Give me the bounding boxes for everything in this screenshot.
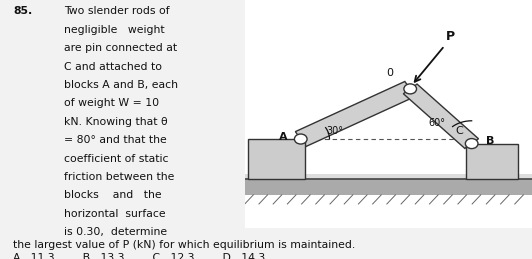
Bar (466, 143, 518, 179)
Circle shape (466, 139, 478, 149)
Polygon shape (403, 84, 478, 148)
Text: blocks    and   the: blocks and the (64, 190, 162, 200)
Text: the largest value of P (kN) for which equilibrium is maintained.: the largest value of P (kN) for which eq… (13, 240, 355, 250)
Text: of weight W = 10: of weight W = 10 (64, 98, 159, 109)
Text: negligible   weight: negligible weight (64, 25, 164, 35)
Text: are pin connected at: are pin connected at (64, 43, 177, 53)
Text: is 0.30,  determine: is 0.30, determine (64, 227, 167, 237)
Text: 85.: 85. (13, 6, 32, 17)
Text: B: B (486, 136, 495, 146)
Polygon shape (295, 82, 415, 146)
Text: = 80° and that the: = 80° and that the (64, 135, 167, 145)
Text: C and attached to: C and attached to (64, 62, 162, 72)
Text: blocks A and B, each: blocks A and B, each (64, 80, 178, 90)
Bar (245, 174, 532, 179)
Text: 60°: 60° (429, 118, 446, 128)
Text: friction between the: friction between the (64, 172, 174, 182)
Circle shape (404, 84, 417, 94)
Text: 30°: 30° (327, 126, 344, 136)
Text: Two slender rods of: Two slender rods of (64, 6, 170, 17)
Bar (247, 139, 305, 179)
Text: A.  11.3        B.  13.3        C.  12.3        D.  14.3: A. 11.3 B. 13.3 C. 12.3 D. 14.3 (13, 253, 265, 259)
Circle shape (294, 134, 307, 144)
Text: horizontal  surface: horizontal surface (64, 209, 165, 219)
Text: A: A (279, 132, 288, 142)
Text: C: C (455, 126, 463, 136)
Text: 0: 0 (387, 68, 394, 78)
Text: kN. Knowing that θ: kN. Knowing that θ (64, 117, 168, 127)
Bar (245, 179, 532, 195)
Text: P: P (446, 30, 455, 43)
Text: coefficient of static: coefficient of static (64, 154, 168, 164)
